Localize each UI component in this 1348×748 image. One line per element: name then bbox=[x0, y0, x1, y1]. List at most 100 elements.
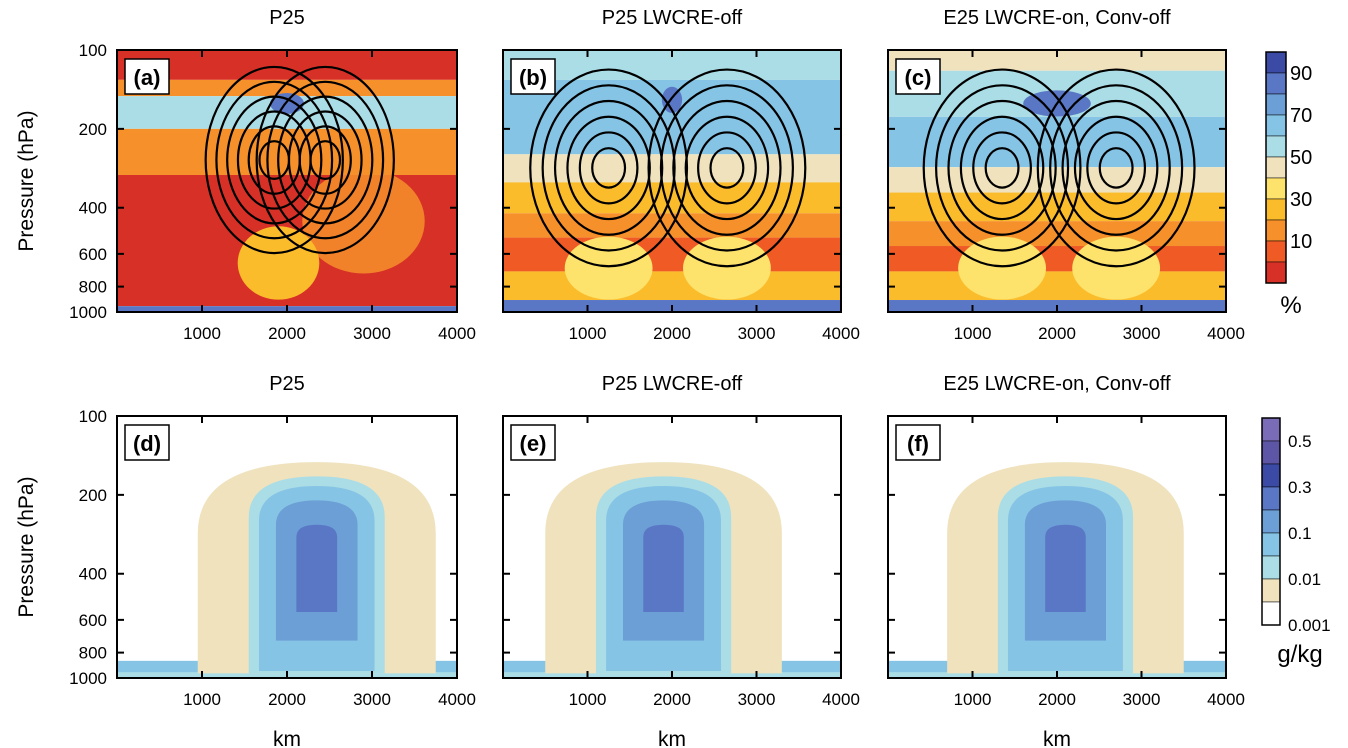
streamfunction-contour bbox=[972, 131, 1032, 205]
colorbar-swatch bbox=[1261, 532, 1281, 557]
streamfunction-contour bbox=[959, 115, 1045, 221]
colorbar-label: 10 bbox=[1290, 231, 1312, 253]
y-tick-label: 100 bbox=[79, 407, 107, 426]
x-tick-label: 1000 bbox=[954, 690, 992, 709]
panel-label: (a) bbox=[134, 65, 161, 90]
colorbar-swatch bbox=[1265, 72, 1287, 95]
x-tick-label: 2000 bbox=[653, 324, 691, 343]
panel-title: P25 LWCRE-off bbox=[602, 7, 743, 29]
colorbar-label: 30 bbox=[1290, 189, 1312, 211]
panel-c: 1000 2000 3000 4000 E25 LWCRE-on, Conv-off (c… bbox=[887, 7, 1245, 343]
x-tick-label: 2000 bbox=[268, 324, 306, 343]
streamfunction-contour bbox=[591, 147, 627, 189]
colorbar-swatch bbox=[1265, 114, 1287, 137]
streamfunction-contour bbox=[1073, 115, 1159, 221]
x-tick-label: 1000 bbox=[954, 324, 992, 343]
streamfunction-contour bbox=[215, 80, 334, 240]
colorbar-label: 0.5 bbox=[1288, 432, 1312, 451]
x-tick-label: 2000 bbox=[1038, 690, 1076, 709]
x-tick-label: 1000 bbox=[183, 690, 221, 709]
colorbar-swatch bbox=[1261, 440, 1281, 465]
panel-d: 1000 2000 3000 4000 100 200 400 600 800 1000 P25 (d… bbox=[15, 373, 476, 748]
streamfunction-contour bbox=[1086, 131, 1147, 205]
colorbar-label: 0.01 bbox=[1288, 570, 1321, 589]
colorbar-frame bbox=[1265, 51, 1287, 284]
contour-area bbox=[888, 50, 1226, 312]
y-tick-label: 1000 bbox=[69, 669, 107, 688]
y-axis-label: Pressure (hPa) bbox=[15, 110, 38, 251]
streamfunction-contour bbox=[647, 68, 807, 268]
panel-title: E25 LWCRE-on, Conv-off bbox=[943, 373, 1171, 395]
colorbar-swatch bbox=[1265, 261, 1287, 284]
y-tick-label: 400 bbox=[79, 565, 107, 584]
y-tick-label: 400 bbox=[79, 199, 107, 218]
y-axis-label: Pressure (hPa) bbox=[15, 476, 38, 617]
streamfunction-contour bbox=[204, 65, 344, 255]
panel-label-box bbox=[124, 58, 170, 95]
rh-patch bbox=[237, 226, 320, 300]
x-tick-label: 3000 bbox=[738, 324, 776, 343]
colorbar-swatch bbox=[1261, 601, 1281, 626]
panel-label-box bbox=[124, 424, 170, 461]
streamfunction-contour bbox=[672, 99, 782, 236]
colorbar-label: 90 bbox=[1290, 63, 1312, 85]
y-tick-label: 200 bbox=[79, 486, 107, 505]
x-tick-label: 4000 bbox=[822, 324, 860, 343]
x-tick-label: 1000 bbox=[183, 324, 221, 343]
colorbar-frame bbox=[1261, 417, 1281, 626]
panel-label: (d) bbox=[133, 431, 161, 456]
streamfunction-contour bbox=[578, 131, 639, 205]
y-tick-label: 200 bbox=[79, 120, 107, 139]
streamfunction-contour bbox=[1049, 84, 1184, 252]
y-tick-label: 600 bbox=[79, 611, 107, 630]
streamfunction-contour bbox=[566, 115, 651, 221]
x-tick-label: 4000 bbox=[438, 324, 476, 343]
streamfunction-contour bbox=[697, 131, 757, 205]
x-tick-label: 4000 bbox=[438, 690, 476, 709]
panel-title: P25 bbox=[269, 7, 305, 29]
streamfunction-contour bbox=[984, 147, 1020, 189]
top-colorbar: 90 70 50 30 10% bbox=[1265, 51, 1312, 319]
x-tick-label: 1000 bbox=[569, 690, 607, 709]
colorbar-unit: % bbox=[1280, 292, 1301, 319]
x-tick-label: 3000 bbox=[738, 690, 776, 709]
colorbar-swatch bbox=[1265, 198, 1287, 221]
colorbar-label: 50 bbox=[1290, 147, 1312, 169]
rh-band bbox=[888, 246, 1226, 272]
streamfunction-contour bbox=[277, 95, 374, 225]
y-tick-label: 800 bbox=[79, 278, 107, 297]
x-tick-label: 2000 bbox=[1038, 324, 1076, 343]
panel-e: 1000 2000 3000 4000 P25 LWCRE-off (e) km bbox=[502, 373, 860, 748]
colorbar-label: 70 bbox=[1290, 105, 1312, 127]
panel-title: P25 bbox=[269, 373, 305, 395]
streamfunction-contour bbox=[553, 99, 664, 236]
panel-label: (c) bbox=[905, 65, 932, 90]
colorbar-label: 0.001 bbox=[1288, 616, 1331, 635]
streamfunction-contour bbox=[529, 68, 689, 268]
streamfunction-contour bbox=[1036, 68, 1196, 268]
rh-patch bbox=[302, 168, 425, 274]
colorbar-swatch bbox=[1265, 93, 1287, 116]
streamfunction-contour bbox=[287, 110, 363, 210]
panel-label-box bbox=[895, 58, 941, 95]
streamfunction-contour bbox=[709, 147, 745, 189]
panel-label: (f) bbox=[907, 431, 929, 456]
streamfunction-contour bbox=[922, 68, 1082, 268]
colorbar-swatch bbox=[1261, 463, 1281, 488]
rh-band bbox=[503, 154, 841, 183]
x-tick-label: 3000 bbox=[1123, 690, 1161, 709]
colorbar-label: 0.1 bbox=[1288, 524, 1312, 543]
colorbar-unit: g/kg bbox=[1277, 641, 1322, 668]
y-tick-label: 600 bbox=[79, 245, 107, 264]
x-tick-label: 2000 bbox=[268, 690, 306, 709]
panel-label-box bbox=[895, 424, 941, 461]
rh-patch bbox=[564, 236, 653, 300]
streamfunction-contour bbox=[1061, 99, 1171, 236]
colorbar-swatch bbox=[1265, 219, 1287, 242]
y-tick-label: 100 bbox=[79, 41, 107, 60]
colorbar-swatch bbox=[1261, 509, 1281, 534]
panel-label-box bbox=[510, 58, 556, 95]
x-axis-label: km bbox=[273, 728, 301, 748]
streamfunction-contour bbox=[266, 80, 385, 240]
